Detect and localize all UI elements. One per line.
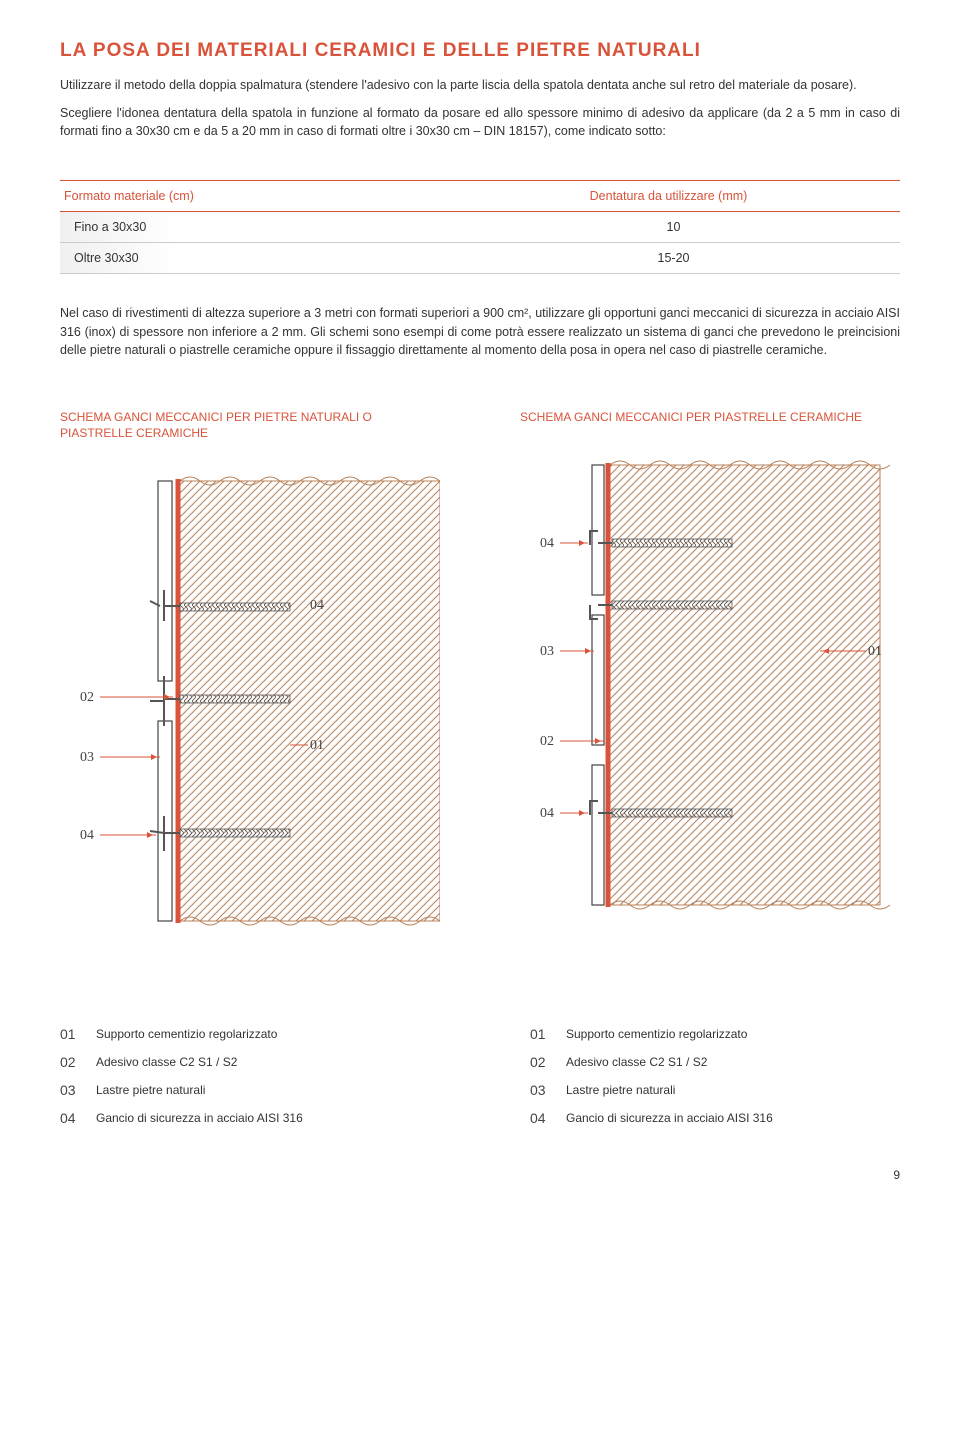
legend-num: 01: [60, 1026, 84, 1042]
legend-text: Lastre pietre naturali: [96, 1083, 205, 1097]
table-cell: Oltre 30x30: [60, 243, 443, 274]
table-cell: 10: [443, 212, 900, 243]
svg-text:02: 02: [540, 734, 554, 749]
legend-item: 01 Supporto cementizio regolarizzato: [60, 1026, 430, 1042]
svg-text:01: 01: [868, 644, 882, 659]
table-header-1: Formato materiale (cm): [60, 181, 443, 212]
legend-text: Gancio di sicurezza in acciaio AISI 316: [96, 1111, 303, 1125]
legend-num: 02: [530, 1054, 554, 1070]
intro-paragraph-1: Utilizzare il metodo della doppia spalma…: [60, 76, 900, 94]
legend-item: 01 Supporto cementizio regolarizzato: [530, 1026, 900, 1042]
legend-text: Adesivo classe C2 S1 / S2: [96, 1055, 237, 1069]
table-header-2: Dentatura da utilizzare (mm): [443, 181, 900, 212]
schema-2-title: SCHEMA GANCI MECCANICI PER PIASTRELLE CE…: [520, 409, 900, 425]
legend-item: 03 Lastre pietre naturali: [530, 1082, 900, 1098]
schema-1-title: SCHEMA GANCI MECCANICI PER PIETRE NATURA…: [60, 409, 440, 441]
legend-num: 02: [60, 1054, 84, 1070]
svg-text:03: 03: [540, 644, 554, 659]
mid-paragraph: Nel caso di rivestimenti di altezza supe…: [60, 304, 900, 358]
legend-text: Gancio di sicurezza in acciaio AISI 316: [566, 1111, 773, 1125]
table-row: Fino a 30x30 10: [60, 212, 900, 243]
legend-text: Lastre pietre naturali: [566, 1083, 675, 1097]
table-cell: Fino a 30x30: [60, 212, 443, 243]
legend-item: 02 Adesivo classe C2 S1 / S2: [530, 1054, 900, 1070]
schema-1-diagram: 04 02 01 03 04: [60, 461, 440, 961]
svg-text:04: 04: [310, 598, 324, 613]
legend-item: 04 Gancio di sicurezza in acciaio AISI 3…: [530, 1110, 900, 1126]
legend-text: Supporto cementizio regolarizzato: [96, 1027, 277, 1041]
intro-paragraph-2: Scegliere l'idonea dentatura della spato…: [60, 104, 900, 140]
format-table: Formato materiale (cm) Dentatura da util…: [60, 180, 900, 274]
legend-item: 02 Adesivo classe C2 S1 / S2: [60, 1054, 430, 1070]
svg-text:04: 04: [540, 806, 554, 821]
legend-item: 04 Gancio di sicurezza in acciaio AISI 3…: [60, 1110, 430, 1126]
table-row: Oltre 30x30 15-20: [60, 243, 900, 274]
page-title: LA POSA DEI MATERIALI CERAMICI E DELLE P…: [60, 40, 900, 62]
svg-text:04: 04: [540, 536, 554, 551]
legend-a: 01 Supporto cementizio regolarizzato 02 …: [60, 1026, 430, 1138]
legend-num: 01: [530, 1026, 554, 1042]
svg-text:01: 01: [310, 738, 324, 753]
legend-text: Adesivo classe C2 S1 / S2: [566, 1055, 707, 1069]
svg-text:04: 04: [80, 828, 94, 843]
legend-num: 04: [60, 1110, 84, 1126]
legend-num: 03: [60, 1082, 84, 1098]
schema-2-diagram: 04 03 01 02 04: [520, 445, 900, 945]
legend-b: 01 Supporto cementizio regolarizzato 02 …: [530, 1026, 900, 1138]
legend-text: Supporto cementizio regolarizzato: [566, 1027, 747, 1041]
page-number: 9: [60, 1168, 900, 1182]
svg-text:02: 02: [80, 690, 94, 705]
legend-num: 03: [530, 1082, 554, 1098]
svg-text:03: 03: [80, 750, 94, 765]
table-cell: 15-20: [443, 243, 900, 274]
legend-item: 03 Lastre pietre naturali: [60, 1082, 430, 1098]
legend-num: 04: [530, 1110, 554, 1126]
